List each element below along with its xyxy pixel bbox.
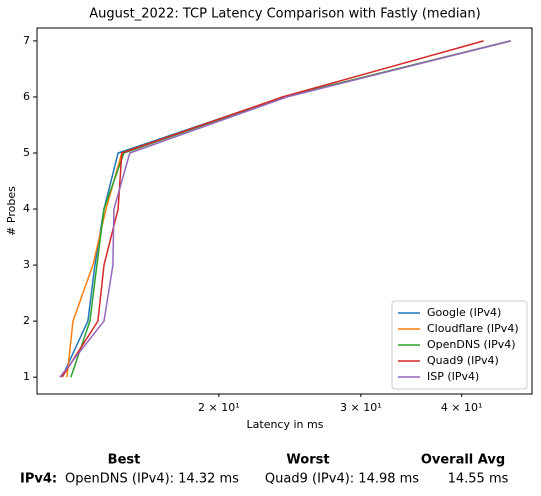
table-header: Overall Avg bbox=[421, 453, 505, 468]
x-tick-label: 4 × 10¹ bbox=[441, 401, 483, 414]
table-cell: Quad9 (IPv4): 14.98 ms bbox=[265, 472, 419, 487]
table-cell: OpenDNS (IPv4): 14.32 ms bbox=[65, 472, 239, 487]
table-header: Best bbox=[108, 453, 141, 468]
legend-label: Cloudflare (IPv4) bbox=[427, 322, 519, 335]
x-axis-label: Latency in ms bbox=[247, 418, 324, 431]
series-line bbox=[61, 40, 484, 378]
y-tick-label: 6 bbox=[23, 90, 30, 103]
row-label: IPv4: bbox=[20, 472, 57, 487]
table-header: Worst bbox=[286, 453, 329, 468]
legend-label: ISP (IPv4) bbox=[427, 370, 479, 383]
y-tick-label: 7 bbox=[23, 34, 30, 47]
x-tick-label: 2 × 10¹ bbox=[198, 401, 240, 414]
y-tick-label: 3 bbox=[23, 258, 30, 271]
y-tick-label: 4 bbox=[23, 202, 30, 215]
y-tick-label: 1 bbox=[23, 370, 30, 383]
legend-label: Quad9 (IPv4) bbox=[427, 354, 499, 367]
table-cell: 14.55 ms bbox=[448, 472, 509, 487]
y-axis-label: # Probes bbox=[5, 186, 18, 236]
series-line bbox=[59, 40, 511, 378]
x-tick-label: 3 × 10¹ bbox=[340, 401, 382, 414]
legend-box bbox=[391, 300, 528, 390]
y-tick-label: 2 bbox=[23, 314, 30, 327]
legend-label: Google (IPv4) bbox=[427, 306, 501, 319]
y-tick-label: 5 bbox=[23, 146, 30, 159]
chart-title: August_2022: TCP Latency Comparison with… bbox=[89, 7, 480, 22]
plot-frame bbox=[36, 27, 533, 395]
legend-label: OpenDNS (IPv4) bbox=[427, 338, 516, 351]
